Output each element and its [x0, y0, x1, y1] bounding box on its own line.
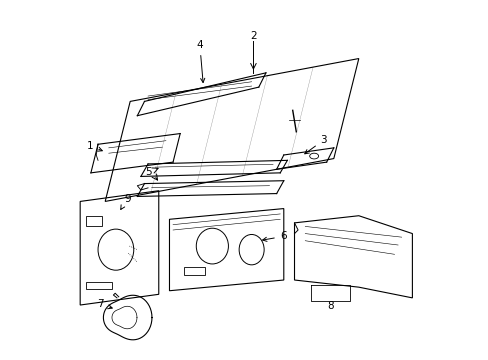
Text: 8: 8 — [326, 301, 333, 311]
Text: 3: 3 — [304, 135, 326, 154]
Text: 4: 4 — [196, 40, 204, 82]
Bar — [183, 267, 205, 275]
Text: 5: 5 — [145, 167, 152, 177]
Text: 7: 7 — [98, 299, 112, 309]
Text: 9: 9 — [121, 194, 130, 210]
Bar — [85, 216, 102, 226]
Bar — [85, 282, 112, 289]
Text: 1: 1 — [87, 141, 102, 151]
Text: 6: 6 — [262, 231, 286, 242]
Text: 2: 2 — [249, 31, 256, 41]
